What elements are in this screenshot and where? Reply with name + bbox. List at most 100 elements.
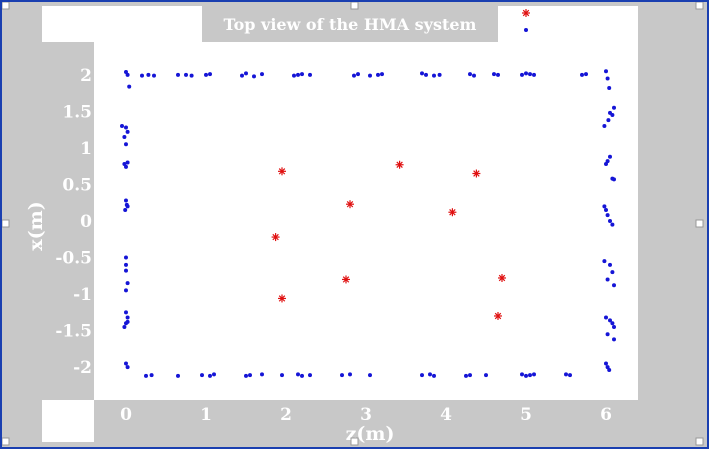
data-point-dot	[604, 361, 608, 366]
xaxis-tick-label: 4	[440, 405, 452, 425]
data-point-dot	[300, 373, 304, 378]
data-point-dot	[125, 281, 130, 286]
data-point-star	[494, 311, 502, 320]
data-point-dot	[610, 222, 615, 227]
data-point-dot	[125, 319, 130, 324]
legend-star-glyph	[522, 9, 530, 17]
resize-handle-left[interactable]	[2, 219, 10, 228]
data-point-dot	[244, 71, 248, 76]
data-point-dot	[608, 219, 612, 223]
yaxis-tick-label: 2	[80, 66, 92, 86]
data-point-dot	[612, 337, 616, 342]
data-point-dot	[532, 372, 536, 377]
data-point-dot	[524, 71, 528, 76]
data-point-dot	[252, 74, 256, 79]
data-point-dot	[610, 270, 615, 275]
data-point-star	[395, 160, 404, 169]
data-point-dot	[244, 373, 248, 378]
data-point-dot	[432, 73, 436, 78]
data-point-dot	[528, 72, 532, 77]
data-point-dot	[524, 373, 528, 378]
data-point-dot	[124, 142, 128, 147]
data-point-dot	[122, 134, 127, 139]
data-point-dot	[296, 372, 300, 377]
resize-handle-bottom[interactable]	[350, 437, 359, 446]
data-point-dot	[580, 72, 584, 77]
data-point-dot	[428, 372, 432, 377]
data-point-dot	[144, 373, 148, 378]
data-point-dot	[124, 164, 128, 169]
data-point-dot	[204, 72, 208, 77]
data-point-dot	[420, 71, 424, 76]
data-point-dot	[602, 259, 607, 264]
data-point-dot	[484, 373, 488, 378]
data-point-dot	[124, 69, 128, 74]
data-point-dot	[184, 72, 188, 77]
yaxis-tick-label: -0.5	[55, 249, 92, 269]
data-point-dot	[464, 373, 468, 378]
plot-area	[94, 42, 638, 400]
resize-handle-top[interactable]	[350, 2, 359, 10]
data-point-dot	[200, 373, 204, 378]
data-point-dot	[240, 73, 244, 78]
data-point-dot	[608, 318, 612, 323]
xaxis-tick-label: 6	[600, 405, 612, 425]
resize-handle-bottom-right[interactable]	[695, 437, 704, 446]
resize-handle-top-left[interactable]	[2, 2, 10, 10]
xaxis-tick-label: 3	[360, 405, 372, 425]
data-point-dot	[340, 373, 344, 378]
data-point-dot	[208, 72, 212, 77]
data-point-star	[498, 273, 506, 282]
data-point-dot	[605, 76, 610, 81]
data-point-dot	[605, 365, 610, 370]
data-point-dot	[124, 262, 128, 267]
data-point-dot	[124, 202, 129, 207]
data-point-dot	[124, 255, 128, 260]
yaxis-tick-label: 0.5	[62, 175, 92, 195]
data-point-dot	[564, 372, 568, 377]
data-point-dot	[308, 72, 312, 77]
data-point-dot	[125, 129, 130, 134]
data-point-dot	[608, 262, 612, 267]
data-point-dot	[605, 277, 610, 282]
yaxis-tick-label: -1.5	[55, 322, 92, 342]
data-point-dot	[607, 86, 612, 91]
resize-handle-bottom-left[interactable]	[2, 437, 10, 446]
data-point-dot	[605, 159, 610, 164]
data-point-dot	[296, 72, 300, 77]
data-point-dot	[376, 72, 380, 77]
data-point-dot	[605, 332, 610, 337]
data-point-dot	[528, 373, 532, 378]
data-point-dot	[612, 105, 616, 110]
data-point-dot	[424, 72, 428, 77]
resize-handle-top-right[interactable]	[695, 2, 704, 10]
data-point-dot	[607, 368, 612, 373]
data-point-star	[346, 200, 354, 209]
yaxis-tick-label: 0	[80, 212, 92, 232]
data-point-dot	[568, 373, 572, 378]
data-point-dot	[189, 73, 194, 78]
data-point-dot	[120, 124, 124, 129]
data-point-dot	[604, 208, 608, 213]
data-point-dot	[612, 177, 616, 182]
yaxis-tick-label: -1	[73, 285, 92, 305]
data-point-star	[278, 167, 286, 176]
xaxis-tick-label: 5	[520, 405, 532, 425]
legend-marker-blue-dot	[524, 28, 528, 32]
data-point-dot	[124, 125, 128, 130]
data-point-dot	[152, 73, 156, 78]
data-point-dot	[208, 373, 212, 378]
data-point-dot	[604, 315, 608, 320]
data-point-dot	[248, 373, 252, 378]
data-point-dot	[124, 288, 128, 293]
data-point-dot	[606, 118, 611, 123]
yaxis-tick-label: -2	[73, 358, 92, 378]
xaxis-tick-label: 1	[200, 405, 212, 425]
resize-handle-right[interactable]	[695, 219, 704, 228]
data-point-star	[278, 294, 286, 303]
data-point-dot	[468, 72, 472, 77]
data-point-dot	[123, 208, 128, 213]
data-point-dot	[368, 73, 372, 78]
data-point-dot	[608, 110, 612, 115]
